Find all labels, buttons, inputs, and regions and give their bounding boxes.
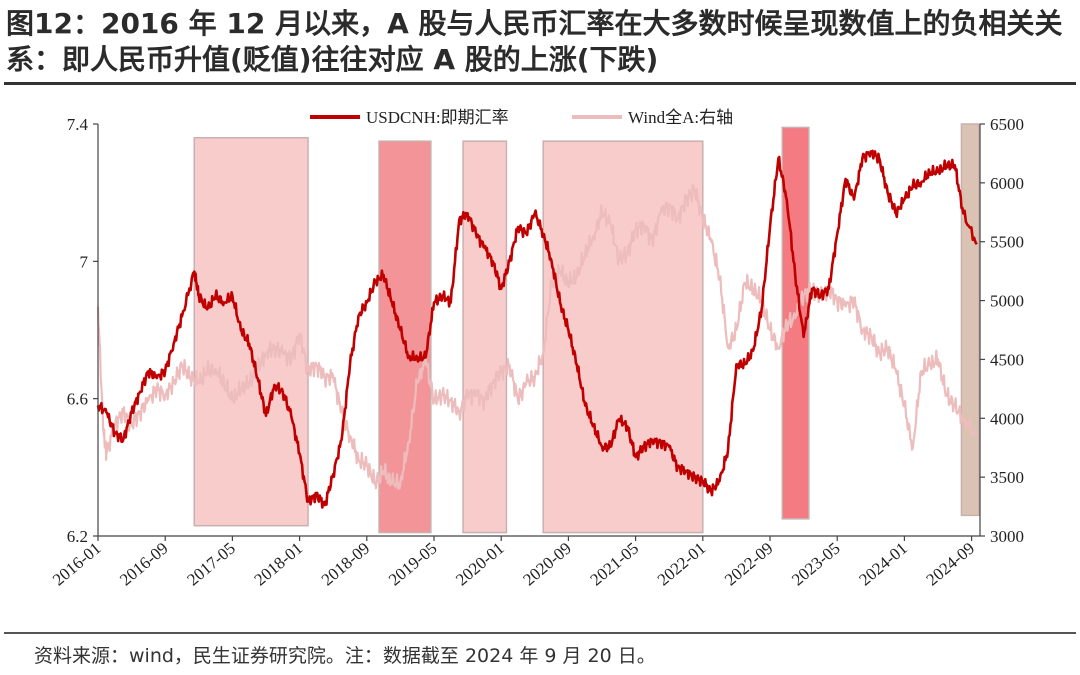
legend-label-1: USDCNH:即期汇率 [366, 108, 509, 127]
chart-title: 图12：2016 年 12 月以来，A 股与人民币汇率在大多数时候呈现数值上的负… [6, 7, 1063, 76]
x-tick-label: 2024-09 [923, 539, 979, 590]
footer-divider [4, 632, 1076, 634]
title-divider [4, 82, 1076, 85]
y-tick-left-label: 6.6 [67, 390, 88, 409]
x-tick-label: 2021-05 [587, 539, 643, 590]
x-tick-label: 2016-09 [116, 539, 172, 590]
series-line-usdcnh [96, 149, 978, 509]
x-tick-label: 2023-05 [788, 539, 844, 590]
y-tick-left-label: 7 [80, 252, 89, 271]
highlight-period-1 [193, 136, 309, 527]
x-tick-label: 2016-01 [49, 539, 105, 590]
source-note: 资料来源：wind，民生证券研究院。注：数据截至 2024 年 9 月 20 日… [34, 645, 656, 667]
highlight-period-6 [960, 123, 980, 517]
x-tick-label: 2018-09 [318, 539, 374, 590]
y-tick-right-label: 5000 [990, 292, 1024, 311]
x-tick-label: 2022-09 [721, 539, 777, 590]
y-tick-right-label: 6000 [990, 174, 1024, 193]
highlight-period-3 [462, 140, 508, 534]
y-tick-right-label: 4500 [990, 350, 1024, 369]
chart-canvas: 7.4 7 6.6 6.2 6500 6000 5500 5000 4500 4000 3500 30… [49, 108, 1024, 590]
x-tick-label: 2019-05 [385, 539, 441, 590]
y-tick-left-label: 7.4 [67, 115, 89, 134]
x-tick-label: 2017-05 [183, 539, 239, 590]
x-tick-label: 2018-01 [251, 539, 307, 590]
y-tick-right-label: 6500 [990, 115, 1024, 134]
x-tick-label: 2020-09 [519, 539, 575, 590]
x-tick-label: 2020-01 [452, 539, 508, 590]
y-tick-right-label: 3500 [990, 468, 1024, 487]
legend-label-2: Wind全A:右轴 [628, 108, 733, 127]
y-tick-left-label: 6.2 [67, 527, 88, 546]
y-tick-right-label: 5500 [990, 233, 1024, 252]
highlight-period-4 [542, 140, 704, 534]
y-tick-right-label: 3000 [990, 527, 1024, 546]
x-tick-label: 2024-01 [855, 539, 911, 590]
x-tick-label: 2022-01 [654, 539, 710, 590]
y-tick-right-label: 4000 [990, 409, 1024, 428]
